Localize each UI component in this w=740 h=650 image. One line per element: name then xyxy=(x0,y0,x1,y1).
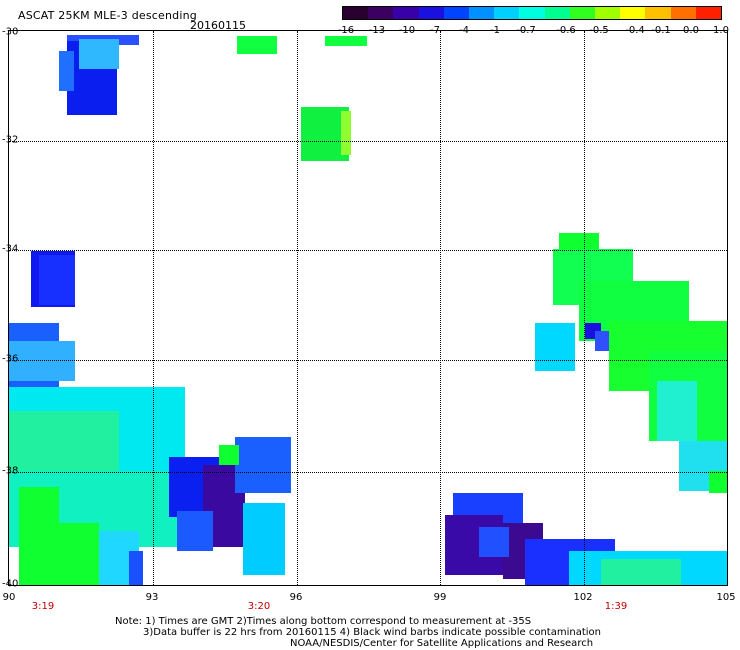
color-scale-bar xyxy=(342,6,722,20)
longitude-gridline xyxy=(153,31,154,585)
data-swath xyxy=(709,471,727,493)
latitude-label: -40 xyxy=(2,578,19,590)
data-swath xyxy=(39,255,75,305)
data-swath xyxy=(325,36,367,46)
color-scale-segment xyxy=(418,7,444,19)
footnote-line-1: Note: 1) Times are GMT 2)Times along bot… xyxy=(115,616,532,627)
data-swath xyxy=(19,523,99,585)
data-swath xyxy=(219,445,239,465)
map-title: ASCAT 25KM MLE-3 descending xyxy=(18,9,197,22)
latitude-label: -30 xyxy=(2,26,19,38)
data-swath xyxy=(341,111,351,155)
longitude-label: 90 xyxy=(2,592,16,603)
latitude-label: -34 xyxy=(2,243,19,255)
map-date: 20160115 xyxy=(190,19,246,32)
longitude-label: 102 xyxy=(573,592,593,603)
color-scale-segment xyxy=(695,7,722,19)
data-swath xyxy=(595,331,609,351)
data-swath xyxy=(9,411,119,471)
data-swath xyxy=(237,36,277,54)
data-swath xyxy=(601,559,681,585)
data-swath xyxy=(235,437,291,493)
latitude-label: -38 xyxy=(2,465,19,477)
pass-time-label: 3:20 xyxy=(247,601,271,612)
data-swath xyxy=(479,527,509,557)
color-scale-segment xyxy=(645,7,671,19)
data-swath xyxy=(177,511,213,551)
footnote-line-2: 3)Data buffer is 22 hrs from 20160115 4)… xyxy=(143,627,601,638)
color-scale-segment xyxy=(670,7,696,19)
longitude-gridline xyxy=(297,31,298,585)
pass-time-label: 3:19 xyxy=(31,601,55,612)
data-swath xyxy=(79,39,119,69)
color-scale-segment xyxy=(519,7,545,19)
latitude-gridline xyxy=(9,472,727,473)
color-scale-segment xyxy=(544,7,570,19)
latitude-gridline xyxy=(9,141,727,142)
longitude-label: 99 xyxy=(433,592,447,603)
data-swath xyxy=(559,233,599,253)
data-swath xyxy=(59,51,74,91)
longitude-gridline xyxy=(440,31,441,585)
color-scale-segment xyxy=(343,7,369,19)
longitude-gridline xyxy=(584,31,585,585)
latitude-gridline xyxy=(9,250,727,251)
map-plot-area xyxy=(8,30,728,586)
data-swath xyxy=(129,551,143,585)
data-swath xyxy=(243,503,285,575)
longitude-label: 93 xyxy=(145,592,159,603)
color-scale-segment xyxy=(494,7,520,19)
latitude-label: -32 xyxy=(2,134,19,146)
latitude-gridline xyxy=(9,360,727,361)
data-swath xyxy=(657,381,697,441)
color-scale-segment xyxy=(368,7,394,19)
longitude-label: 96 xyxy=(289,592,303,603)
data-swath xyxy=(9,341,75,381)
color-scale-segment xyxy=(620,7,646,19)
longitude-label: 105 xyxy=(716,592,736,603)
color-scale-segment xyxy=(443,7,470,19)
color-scale-segment xyxy=(595,7,621,19)
color-scale-segment xyxy=(469,7,495,19)
color-scale-segment xyxy=(393,7,419,19)
latitude-label: -36 xyxy=(2,353,19,365)
footnote-line-3: NOAA/NESDIS/Center for Satellite Applica… xyxy=(290,638,594,649)
color-scale-segment xyxy=(569,7,596,19)
data-swath xyxy=(19,487,59,527)
data-swath xyxy=(535,323,575,371)
pass-time-label: 1:39 xyxy=(604,601,628,612)
